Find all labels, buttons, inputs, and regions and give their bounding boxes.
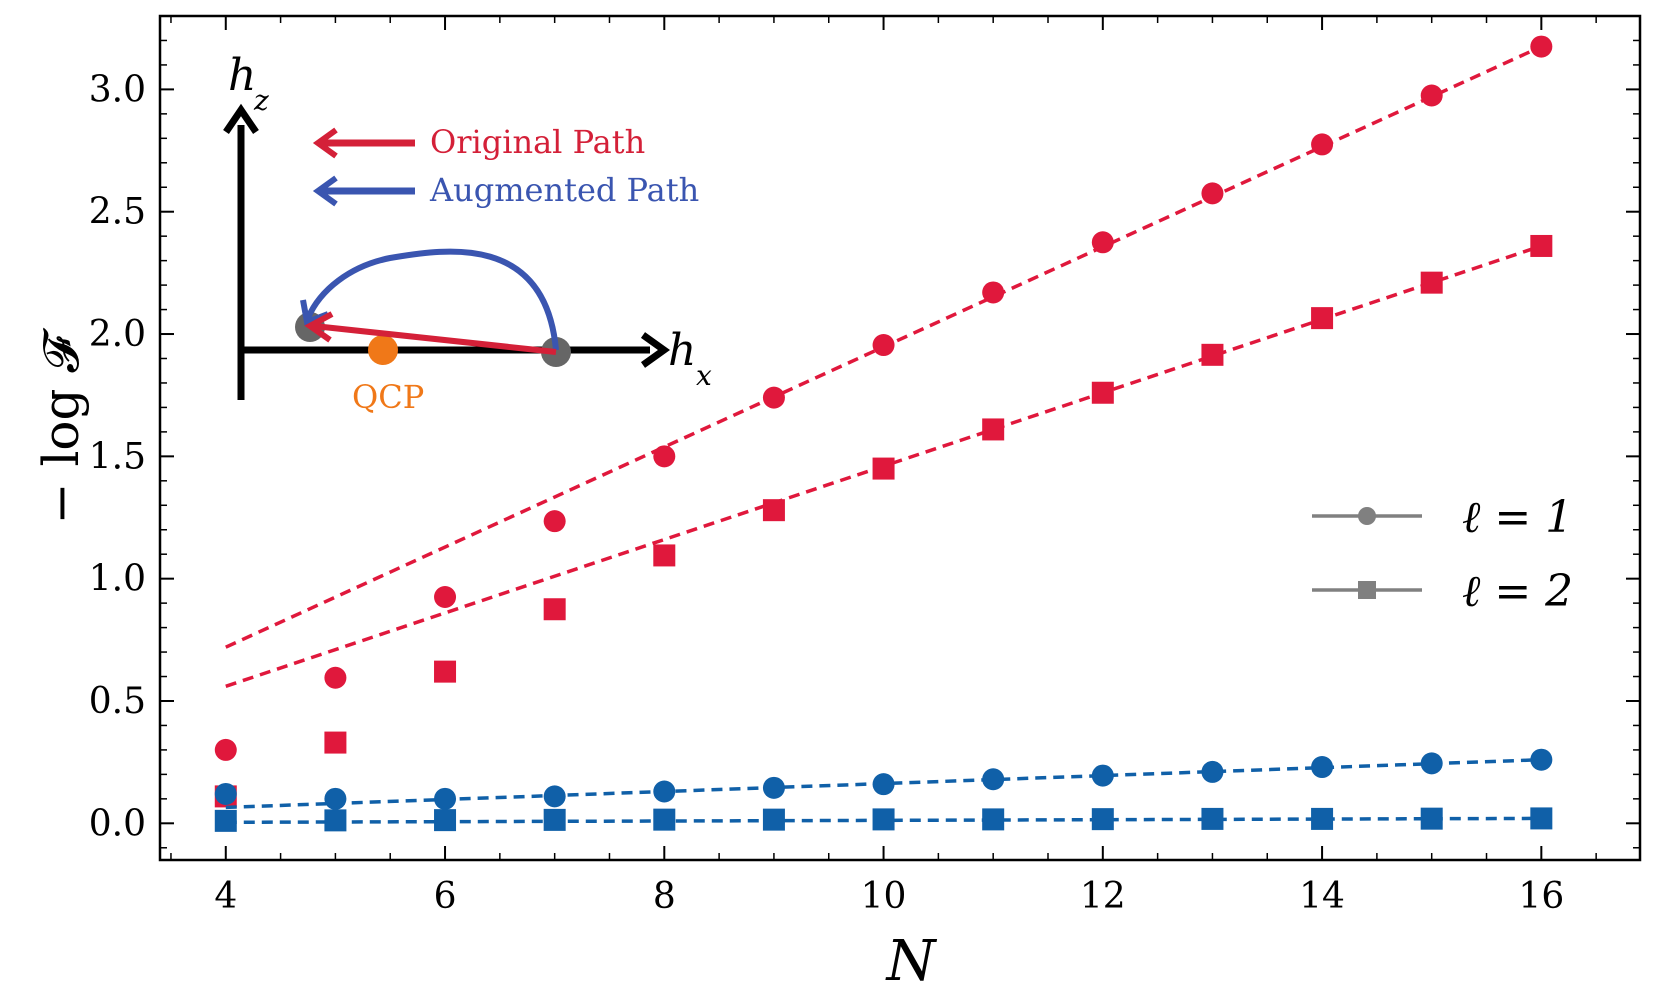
inset-original-label: Original Path — [430, 123, 645, 161]
point-series-2-n15 — [1420, 752, 1443, 775]
point-series-3-n6 — [434, 809, 457, 832]
inset-qcp-node — [368, 335, 398, 365]
x-axis-title: N — [885, 929, 938, 994]
inset-hz-arrowhead — [223, 103, 259, 134]
point-series-0-n11 — [982, 281, 1005, 304]
inset-original-path-line — [313, 323, 557, 355]
legend: ℓ = 1 ℓ = 2 — [1312, 492, 1573, 617]
x-tick-label-8: 8 — [653, 876, 676, 917]
point-series-3-n5 — [324, 809, 347, 832]
point-series-2-n11 — [982, 768, 1005, 791]
x-tick-label-6: 6 — [434, 876, 457, 917]
inset-hx-label: h — [668, 325, 696, 376]
x-tick-label-14: 14 — [1299, 876, 1345, 917]
inset-hx-sub: x — [696, 359, 712, 392]
point-series-3-n7 — [543, 808, 566, 831]
point-series-1-n6 — [434, 660, 457, 683]
inset-original-path-arrowhead — [304, 311, 334, 343]
inset-qcp-label: QCP — [352, 378, 424, 416]
point-series-3-n15 — [1420, 807, 1443, 830]
y-tick-label-3: 1.5 — [89, 436, 146, 477]
y-tick-label-5: 2.5 — [89, 192, 146, 233]
point-series-1-n10 — [872, 457, 895, 480]
point-series-2-n10 — [872, 773, 895, 796]
point-series-1-n9 — [762, 499, 785, 522]
point-series-3-n13 — [1201, 807, 1224, 830]
x-tick-label-4: 4 — [214, 876, 237, 917]
y-axis-title: − log 𝓕 — [32, 328, 90, 525]
x-tick-label-10: 10 — [861, 876, 907, 917]
point-series-3-n16 — [1530, 807, 1553, 830]
point-series-2-n16 — [1530, 748, 1553, 771]
point-series-2-n12 — [1091, 764, 1114, 787]
point-series-2-n9 — [762, 776, 785, 799]
point-series-2-n8 — [653, 780, 676, 803]
point-series-0-n16 — [1530, 35, 1553, 58]
series-layer — [214, 35, 1553, 832]
inset-augmented-path-curve — [305, 248, 559, 351]
point-series-3-n4 — [214, 809, 237, 832]
point-series-2-n14 — [1311, 756, 1334, 779]
inset-diagram: h z h x Original Path Augmented Path QCP — [223, 50, 712, 416]
point-series-1-n16 — [1530, 234, 1553, 257]
legend-marker-circle — [1358, 507, 1376, 525]
point-series-0-n14 — [1311, 133, 1334, 156]
legend-label-l1: ℓ = 1 — [1462, 492, 1573, 543]
point-series-0-n13 — [1201, 182, 1224, 205]
plot-frame — [158, 14, 1642, 862]
y-tick-label-6: 3.0 — [89, 69, 146, 110]
point-series-0-n7 — [543, 510, 566, 533]
inset-hz-sub: z — [253, 84, 269, 117]
point-series-1-n14 — [1311, 307, 1334, 330]
inset-original-legend-arrowhead — [312, 127, 338, 159]
point-series-0-n12 — [1091, 231, 1114, 254]
point-series-2-n4 — [214, 782, 237, 805]
point-series-1-n7 — [543, 598, 566, 621]
point-series-1-n12 — [1091, 381, 1114, 404]
point-series-3-n14 — [1311, 807, 1334, 830]
point-series-3-n10 — [872, 808, 895, 831]
axes-layer: 4 6 8 10 12 14 16 0.0 0.5 1.0 1.5 2.0 2.5 3.0 — [89, 14, 1642, 917]
inset-hz-label: h — [228, 50, 256, 101]
point-series-3-n9 — [762, 808, 785, 831]
point-series-1-n13 — [1201, 343, 1224, 366]
point-series-1-n8 — [653, 544, 676, 567]
point-series-2-n7 — [543, 785, 566, 808]
point-series-3-n11 — [982, 808, 1005, 831]
point-series-1-n15 — [1420, 271, 1443, 294]
inset-augmented-label: Augmented Path — [429, 171, 699, 209]
point-series-2-n5 — [324, 787, 347, 810]
point-series-0-n8 — [653, 445, 676, 468]
point-series-0-n4 — [214, 738, 237, 761]
point-series-1-n11 — [982, 418, 1005, 441]
inset-augmented-legend-arrowhead — [312, 175, 338, 207]
inset-hx-arrowhead — [640, 332, 671, 368]
y-tick-label-0: 0.0 — [89, 803, 146, 844]
x-tick-label-12: 12 — [1080, 876, 1126, 917]
point-series-0-n5 — [324, 666, 347, 689]
point-series-2-n13 — [1201, 760, 1224, 783]
point-series-3-n8 — [653, 808, 676, 831]
legend-marker-square — [1358, 581, 1376, 599]
legend-label-l2: ℓ = 2 — [1462, 566, 1573, 617]
point-series-1-n5 — [324, 731, 347, 754]
point-series-0-n9 — [762, 386, 785, 409]
point-series-3-n12 — [1091, 808, 1114, 831]
y-tick-label-2: 1.0 — [89, 559, 146, 600]
x-tick-label-16: 16 — [1518, 876, 1564, 917]
y-tick-label-1: 0.5 — [89, 681, 146, 722]
y-tick-label-4: 2.0 — [89, 314, 146, 355]
point-series-2-n6 — [434, 787, 457, 810]
point-series-0-n15 — [1420, 84, 1443, 107]
point-series-0-n6 — [434, 586, 457, 609]
point-series-0-n10 — [872, 334, 895, 357]
